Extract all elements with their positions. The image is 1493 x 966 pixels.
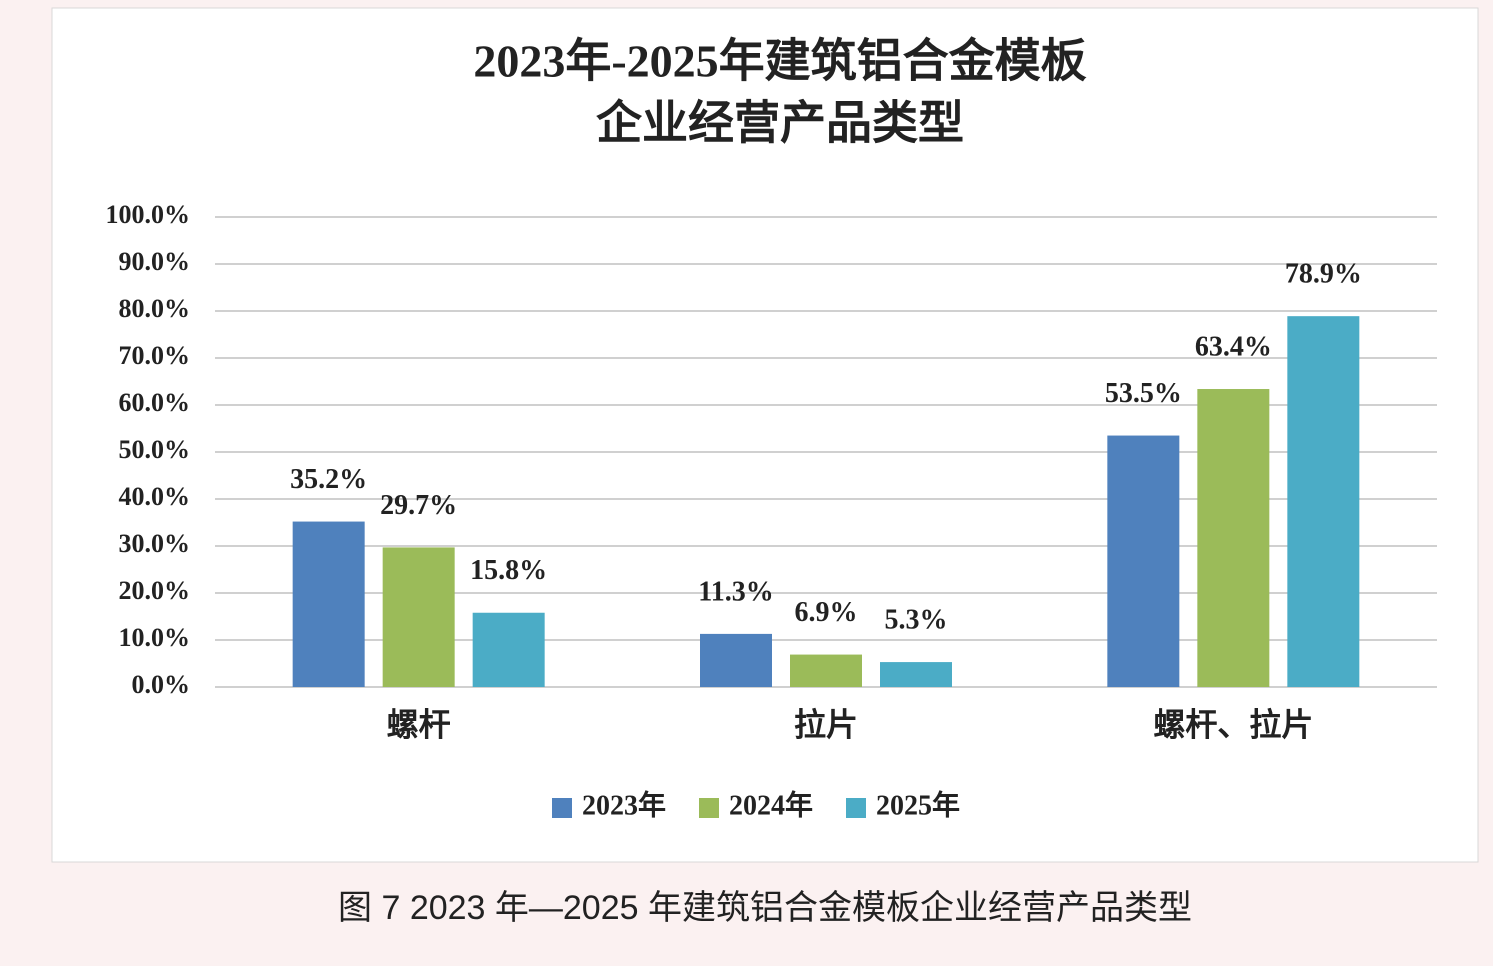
x-tick-label: 螺杆 bbox=[387, 706, 451, 742]
bar bbox=[1107, 435, 1180, 687]
x-tick-label: 拉片 bbox=[794, 706, 858, 742]
caption: 图 7 2023 年—2025 年建筑铝合金模板企业经营产品类型 bbox=[338, 889, 1192, 927]
legend-swatch bbox=[552, 798, 572, 818]
x-tick-label: 螺杆、拉片 bbox=[1153, 706, 1313, 742]
value-label: 15.8% bbox=[470, 555, 547, 586]
value-label: 63.4% bbox=[1195, 331, 1272, 362]
bar bbox=[700, 633, 772, 687]
legend-label: 2023年 bbox=[582, 788, 666, 821]
value-label: 29.7% bbox=[380, 490, 457, 521]
legend-swatch bbox=[846, 798, 866, 818]
value-label: 53.5% bbox=[1105, 378, 1182, 409]
legend-swatch bbox=[699, 798, 719, 818]
legend-label: 2024年 bbox=[729, 788, 813, 821]
y-tick-label: 0.0% bbox=[132, 670, 191, 699]
value-label: 11.3% bbox=[698, 576, 773, 607]
legend-label: 2025年 bbox=[876, 788, 960, 821]
y-tick-label: 100.0% bbox=[106, 200, 191, 229]
y-tick-label: 70.0% bbox=[119, 341, 191, 370]
y-tick-label: 40.0% bbox=[119, 482, 191, 511]
y-tick-label: 80.0% bbox=[119, 294, 191, 323]
bar bbox=[292, 521, 365, 687]
chart-title: 企业经营产品类型 bbox=[596, 98, 964, 149]
chart-title: 2023年-2025年建筑铝合金模板 bbox=[473, 36, 1086, 87]
bar bbox=[1197, 389, 1270, 687]
y-tick-label: 60.0% bbox=[119, 388, 191, 417]
y-tick-label: 30.0% bbox=[119, 529, 191, 558]
bar bbox=[472, 612, 545, 687]
value-label: 78.9% bbox=[1285, 259, 1362, 290]
y-tick-label: 50.0% bbox=[119, 435, 191, 464]
bar bbox=[880, 662, 952, 687]
value-label: 35.2% bbox=[290, 464, 367, 495]
y-tick-label: 10.0% bbox=[119, 623, 191, 652]
value-label: 5.3% bbox=[885, 605, 948, 636]
value-label: 6.9% bbox=[795, 597, 858, 628]
bar bbox=[382, 547, 455, 687]
y-tick-label: 90.0% bbox=[119, 247, 191, 276]
bar bbox=[1287, 316, 1360, 687]
y-tick-label: 20.0% bbox=[119, 576, 191, 605]
bar bbox=[790, 654, 862, 687]
